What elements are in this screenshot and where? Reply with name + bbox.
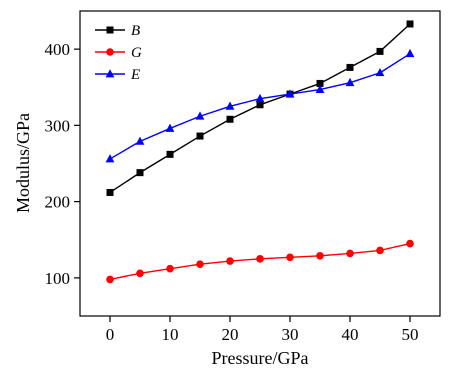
data-point-B-5 bbox=[136, 169, 144, 177]
legend-label-B: B bbox=[131, 23, 140, 39]
series-G bbox=[106, 239, 414, 284]
data-point-E-0 bbox=[105, 154, 115, 163]
data-point-G-20 bbox=[226, 257, 234, 265]
x-tick-label-40: 40 bbox=[342, 325, 359, 344]
legend-label-E: E bbox=[130, 67, 140, 83]
x-tick-label-0: 0 bbox=[106, 325, 115, 344]
data-point-E-20 bbox=[225, 101, 235, 110]
x-tick-label-30: 30 bbox=[282, 325, 299, 344]
data-point-E-25 bbox=[255, 93, 265, 103]
legend-marker-B bbox=[106, 26, 114, 34]
data-point-B-50 bbox=[406, 20, 414, 28]
y-tick-label-300: 300 bbox=[45, 116, 71, 135]
data-point-B-25 bbox=[256, 101, 264, 109]
data-point-E-40 bbox=[345, 77, 355, 87]
data-point-B-35 bbox=[316, 79, 324, 87]
plot-frame bbox=[79, 10, 441, 317]
data-point-B-40 bbox=[346, 63, 354, 71]
legend: BGE bbox=[95, 23, 142, 83]
data-point-E-10 bbox=[165, 123, 175, 132]
data-point-E-45 bbox=[375, 67, 385, 77]
y-tick-label-200: 200 bbox=[45, 193, 71, 212]
data-point-G-35 bbox=[316, 251, 324, 260]
data-point-G-45 bbox=[376, 246, 384, 255]
data-point-E-30 bbox=[285, 89, 295, 98]
data-point-B-0 bbox=[106, 188, 114, 196]
series-B bbox=[106, 20, 414, 196]
data-point-G-15 bbox=[196, 260, 204, 268]
legend-item-B: B bbox=[95, 23, 140, 39]
data-point-B-10 bbox=[166, 150, 174, 158]
data-point-B-45 bbox=[376, 47, 384, 55]
data-point-G-40 bbox=[346, 249, 354, 258]
data-point-G-50 bbox=[406, 239, 414, 248]
data-point-G-5 bbox=[136, 269, 144, 278]
data-point-G-0 bbox=[106, 275, 114, 284]
data-point-G-30 bbox=[286, 253, 294, 262]
axis-ticks: 0 10 20 30 40 50 100 200 300 400 bbox=[45, 40, 419, 344]
y-tick-label-400: 400 bbox=[45, 40, 71, 59]
legend-marker-E bbox=[105, 69, 115, 78]
data-point-E-35 bbox=[315, 84, 325, 93]
y-axis-title: Modulus/GPa bbox=[13, 113, 33, 213]
series-E bbox=[105, 48, 415, 163]
data-point-B-20 bbox=[226, 115, 234, 123]
x-tick-label-50: 50 bbox=[402, 325, 419, 344]
data-point-B-15 bbox=[196, 132, 204, 140]
x-axis-title: Pressure/GPa bbox=[212, 348, 309, 368]
x-tick-label-10: 10 bbox=[162, 325, 179, 344]
data-point-E-15 bbox=[195, 111, 205, 120]
data-point-G-25 bbox=[256, 255, 264, 263]
legend-marker-G bbox=[106, 48, 114, 56]
legend-item-E: E bbox=[95, 67, 140, 83]
series-layer bbox=[105, 20, 415, 284]
data-point-E-50 bbox=[405, 48, 415, 58]
data-point-E-5 bbox=[135, 136, 145, 145]
legend-item-G: G bbox=[95, 45, 142, 61]
y-tick-label-100: 100 bbox=[45, 269, 71, 288]
legend-label-G: G bbox=[131, 45, 142, 61]
data-point-G-10 bbox=[166, 264, 174, 273]
x-tick-label-20: 20 bbox=[222, 325, 239, 344]
